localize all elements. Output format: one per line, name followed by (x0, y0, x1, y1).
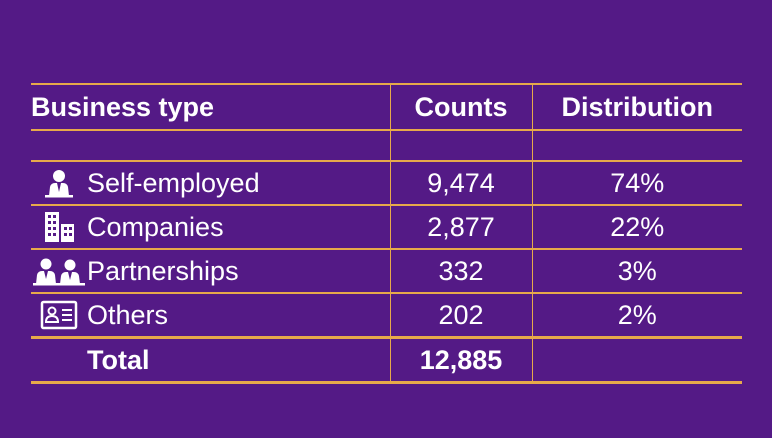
total-distribution-cell (532, 337, 742, 384)
table-row: Partnerships 332 3% (31, 249, 742, 294)
column-header-distribution: Distribution (532, 83, 742, 131)
counts-cell: 202 (390, 293, 533, 339)
business-type-cell: Partnerships (31, 249, 391, 294)
id-card-icon (31, 294, 87, 335)
counts-cell: 2,877 (390, 205, 533, 250)
business-type-label: Self-employed (87, 167, 260, 198)
business-type-label: Partnerships (87, 255, 239, 286)
total-label-cell: Total (31, 337, 391, 384)
total-label: Total (87, 344, 150, 375)
table-row: Self-employed 9,474 74% (31, 161, 742, 206)
business-type-cell: Companies (31, 205, 391, 250)
building-icon (31, 206, 87, 247)
distribution-cell: 74% (532, 161, 742, 206)
business-type-label: Companies (87, 211, 224, 242)
distribution-cell: 3% (532, 249, 742, 294)
two-people-icon (31, 250, 87, 291)
business-type-cell: Self-employed (31, 161, 391, 206)
column-header-counts: Counts (390, 83, 533, 131)
business-type-label: Others (87, 299, 169, 330)
counts-cell: 9,474 (390, 161, 533, 206)
total-row: Total 12,885 (31, 337, 742, 384)
person-icon (31, 162, 87, 203)
column-header-business-type: Business type (31, 83, 391, 131)
table-row: Companies 2,877 22% (31, 205, 742, 250)
business-type-cell: Others (31, 293, 391, 339)
total-counts-cell: 12,885 (390, 337, 533, 384)
spacer-row (31, 130, 742, 162)
header-row: Business type Counts Distribution (31, 83, 742, 131)
business-type-table: Business type Counts Distribution (31, 83, 742, 384)
distribution-cell: 22% (532, 205, 742, 250)
distribution-cell: 2% (532, 293, 742, 339)
table-row: Others 202 2% (31, 293, 742, 339)
counts-cell: 332 (390, 249, 533, 294)
